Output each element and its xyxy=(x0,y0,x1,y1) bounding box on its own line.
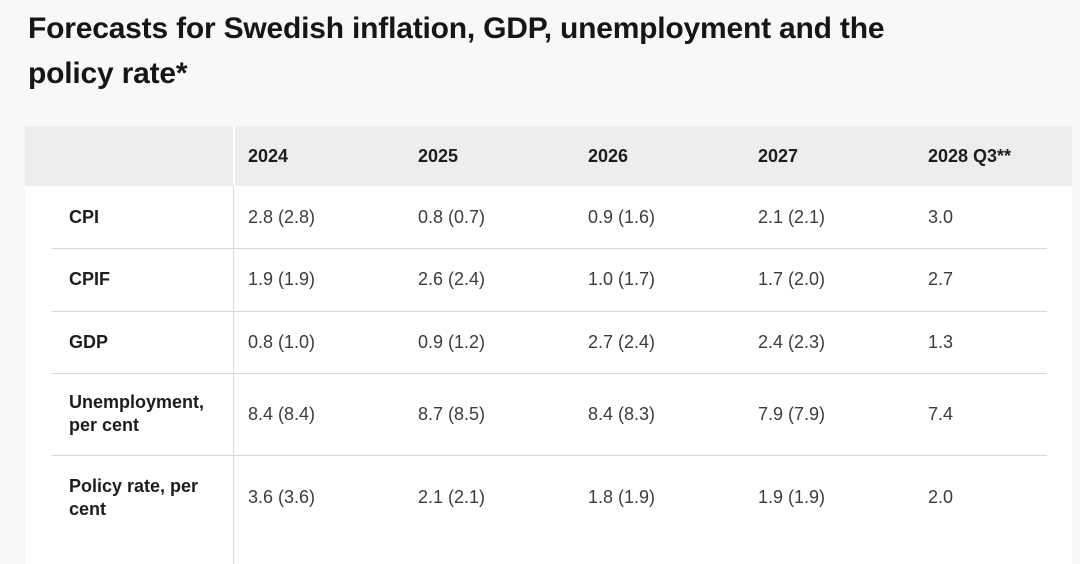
table-row: Unemployment, per cent 8.4 (8.4) 8.7 (8.… xyxy=(25,373,1072,455)
column-header-empty xyxy=(25,126,235,186)
cell-value: 1.7 (2.0) xyxy=(758,269,826,289)
page-title: Forecasts for Swedish inflation, GDP, un… xyxy=(28,12,885,90)
cell-value: 7.4 xyxy=(928,403,954,424)
row-label: Unemployment, per cent xyxy=(69,392,205,435)
table-row: GDP 0.8 (1.0) 0.9 (1.2) 2.7 (2.4) 2.4 (2… xyxy=(25,311,1072,373)
table-row: CPI 2.8 (2.8) 0.8 (0.7) 0.9 (1.6) 2.1 (2… xyxy=(25,186,1072,248)
row-label: CPI xyxy=(69,206,100,227)
table-header-row: 2024 2025 2026 2027 2028 Q3** xyxy=(25,126,1072,186)
column-header-2025: 2025 xyxy=(418,145,459,166)
cell-value: 3.6 (3.6) xyxy=(248,487,316,507)
cell-value: 8.4 (8.3) xyxy=(588,403,656,424)
cell-value: 2.7 xyxy=(928,269,954,289)
cell-value: 2.1 (2.1) xyxy=(418,487,486,507)
cell-value: 0.9 (1.2) xyxy=(418,331,486,352)
row-label: GDP xyxy=(69,331,109,352)
cell-value: 1.8 (1.9) xyxy=(588,487,656,507)
cell-value: 1.9 (1.9) xyxy=(248,269,316,289)
column-header-2027: 2027 xyxy=(758,145,799,166)
cell-value: 1.9 (1.9) xyxy=(758,487,826,507)
cell-value: 1.3 xyxy=(928,331,954,352)
cell-value: 2.1 (2.1) xyxy=(758,206,826,227)
column-header-2026: 2026 xyxy=(588,145,629,166)
column-header-2024: 2024 xyxy=(248,145,289,166)
cell-value: 2.6 (2.4) xyxy=(418,269,486,289)
cell-value: 2.4 (2.3) xyxy=(758,331,826,352)
forecast-table: 2024 2025 2026 2027 2028 Q3** CPI 2.8 (2… xyxy=(25,126,1072,564)
row-label: CPIF xyxy=(69,269,111,289)
cell-value: 8.4 (8.4) xyxy=(248,403,316,424)
cell-value: 8.7 (8.5) xyxy=(418,403,486,424)
row-label: Policy rate, per cent xyxy=(69,475,199,519)
cell-value: 0.8 (1.0) xyxy=(248,331,316,352)
table-body: CPI 2.8 (2.8) 0.8 (0.7) 0.9 (1.6) 2.1 (2… xyxy=(25,186,1072,540)
cell-value: 0.9 (1.6) xyxy=(588,206,656,227)
cell-value: 2.0 xyxy=(928,487,954,507)
cell-value: 1.0 (1.7) xyxy=(588,269,656,289)
cell-value: 0.8 (0.7) xyxy=(418,206,486,227)
column-header-2028-q3: 2028 Q3** xyxy=(928,145,1012,166)
cell-value: 7.9 (7.9) xyxy=(758,403,826,424)
cell-value: 3.0 xyxy=(928,206,954,227)
column-divider-line xyxy=(233,186,234,564)
table-row: CPIF 1.9 (1.9) 2.6 (2.4) 1.0 (1.7) 1.7 (… xyxy=(25,248,1072,311)
cell-value: 2.8 (2.8) xyxy=(248,206,316,227)
table-row: Policy rate, per cent 3.6 (3.6) 2.1 (2.1… xyxy=(25,455,1072,540)
cell-value: 2.7 (2.4) xyxy=(588,331,656,352)
